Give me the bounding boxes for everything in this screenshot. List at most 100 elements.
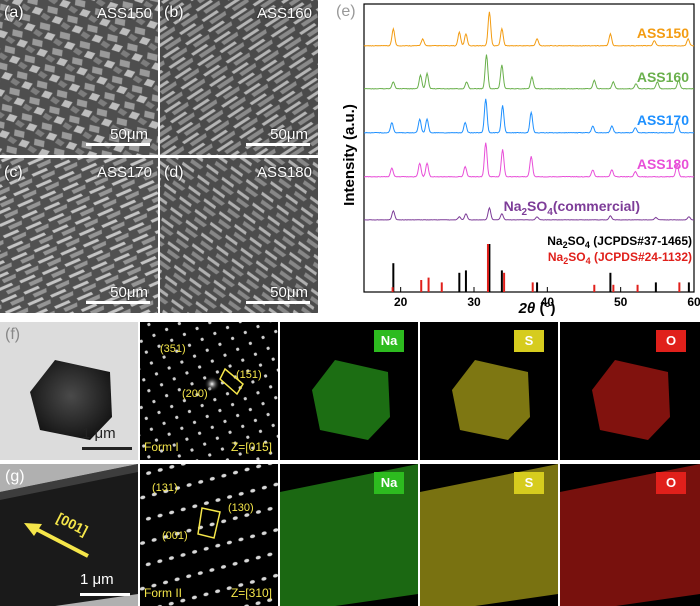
scale-bar xyxy=(86,143,150,146)
label-part: 2 xyxy=(563,240,568,250)
x-tick-label: 40 xyxy=(541,295,555,309)
index-text: (200) xyxy=(182,388,208,400)
panel-label: (e) xyxy=(336,3,356,20)
scale-text: 1 μm xyxy=(80,571,114,588)
trace-label-ass160: ASS160 xyxy=(637,69,689,85)
saed-panel-g: (131) (130) (001) Form II Z=[310] xyxy=(140,464,278,606)
scale-text: 50μm xyxy=(110,126,148,143)
scale-text: 50μm xyxy=(270,284,308,301)
scale-bar xyxy=(86,301,150,304)
xrd-trace-4 xyxy=(363,142,695,178)
x-ticks: 20 30 40 50 60 xyxy=(394,287,700,309)
scale-text: 50μm xyxy=(270,126,308,143)
sample-name: ASS170 xyxy=(96,164,152,181)
ref-label-37-1465: Na2SO4 (JCPDS#37-1465) xyxy=(547,234,692,250)
xrd-trace-3 xyxy=(363,98,695,134)
panel-label: (f) xyxy=(5,326,21,343)
eds-map-na-g: Na xyxy=(280,464,418,606)
tem-panel-g: (g) [001] 1 μm xyxy=(0,464,138,606)
xrd-panel: (e) Intensity (a.u.) 2θ (°) 20 30 40 50 60 A… xyxy=(322,0,700,320)
direction-arrow xyxy=(33,526,89,558)
eds-map-s-g: S xyxy=(420,464,558,606)
xrd-chart: (e) Intensity (a.u.) 2θ (°) 20 30 40 50 60 A… xyxy=(336,3,700,317)
sem-texture xyxy=(160,0,318,155)
panel-label: (c) xyxy=(4,164,23,181)
indexing-parallelogram xyxy=(219,367,244,396)
saed-pattern xyxy=(140,322,278,460)
sem-texture xyxy=(160,158,318,313)
x-tick-label: 60 xyxy=(687,295,700,309)
index-text: (151) xyxy=(236,369,262,381)
element-badge-s: S xyxy=(514,330,544,352)
miller-index-1: (131) xyxy=(152,482,178,494)
label-part: 2 xyxy=(563,256,568,266)
element-badge-o: O xyxy=(656,330,686,352)
y-axis-label: Intensity (a.u.) xyxy=(341,104,358,206)
panel-label: (b) xyxy=(164,4,184,21)
eds-map xyxy=(420,464,558,606)
trace-label-ass150: ASS150 xyxy=(637,25,689,41)
label-part: Na xyxy=(504,198,522,214)
label-part: 4 xyxy=(585,240,590,250)
scale-bar xyxy=(246,301,310,304)
sem-panel-d: (d) ASS180 50μm xyxy=(160,158,318,313)
miller-index-3: (001) xyxy=(162,530,188,542)
label-part: 2 xyxy=(521,207,527,218)
miller-index-1: (351) xyxy=(160,343,186,355)
trace-label-ass180: ASS180 xyxy=(637,156,689,172)
eds-map xyxy=(560,464,700,606)
zone-axis: Z=[015] xyxy=(230,440,272,454)
label-part: (commercial) xyxy=(553,198,640,214)
form-label: Form I xyxy=(144,440,179,454)
eds-map xyxy=(312,360,390,440)
scale-bar xyxy=(246,143,310,146)
eds-map xyxy=(592,360,670,440)
scale-bar xyxy=(80,593,130,596)
sample-name: ASS180 xyxy=(256,164,312,181)
particle xyxy=(30,360,112,440)
scale-text: 50μm xyxy=(110,284,148,301)
scale-bar xyxy=(82,447,132,450)
sample-name: ASS150 xyxy=(96,5,152,22)
sample-name: ASS160 xyxy=(256,5,312,22)
panel-label: (a) xyxy=(4,4,24,21)
tem-image xyxy=(0,464,138,606)
tem-image xyxy=(30,360,112,440)
tem-panel-f: (f) 1 μm xyxy=(0,322,138,460)
sem-panel-b: (b) ASS160 50μm xyxy=(160,0,318,155)
xrd-trace-5 xyxy=(363,206,695,221)
label-part: SO xyxy=(568,234,585,248)
label-part: 4 xyxy=(586,256,591,266)
eds-map xyxy=(280,464,418,606)
sem-texture xyxy=(0,0,158,155)
label-part: (JCPDS#37-1465) xyxy=(590,234,692,248)
trace-label-commercial: Na2SO4(commercial) xyxy=(504,198,640,218)
panel-label: (d) xyxy=(164,164,184,181)
nanorod xyxy=(0,464,138,606)
miller-index-2: (151) xyxy=(236,369,262,381)
plot-area xyxy=(363,3,695,293)
label-part: SO xyxy=(568,250,585,264)
trace-label-ass170: ASS170 xyxy=(637,112,689,128)
eds-map-o-f: O xyxy=(560,322,700,460)
center-beam xyxy=(204,376,220,392)
element-badge-na: Na xyxy=(374,472,404,494)
x-tick-label: 30 xyxy=(467,295,481,309)
sem-texture xyxy=(0,158,158,313)
xrd-trace-2 xyxy=(363,54,695,90)
eds-map xyxy=(452,360,530,440)
label-part: SO xyxy=(527,198,547,214)
x-tick-label: 50 xyxy=(614,295,628,309)
eds-map-s-f: S xyxy=(420,322,558,460)
arrow-head xyxy=(24,523,42,536)
panel-label: (g) xyxy=(5,468,25,485)
index-text: (351) xyxy=(160,343,186,355)
form-label: Form II xyxy=(144,586,182,600)
eds-map-o-g: O xyxy=(560,464,700,606)
element-badge-na: Na xyxy=(374,330,404,352)
element-badge-o: O xyxy=(656,472,686,494)
label-part: (JCPDS#24-1132) xyxy=(591,250,692,264)
label-part: Na xyxy=(548,250,564,264)
miller-index-3: (200) xyxy=(182,388,208,400)
ref-label-24-1132: Na2SO4 (JCPDS#24-1132) xyxy=(548,250,692,266)
